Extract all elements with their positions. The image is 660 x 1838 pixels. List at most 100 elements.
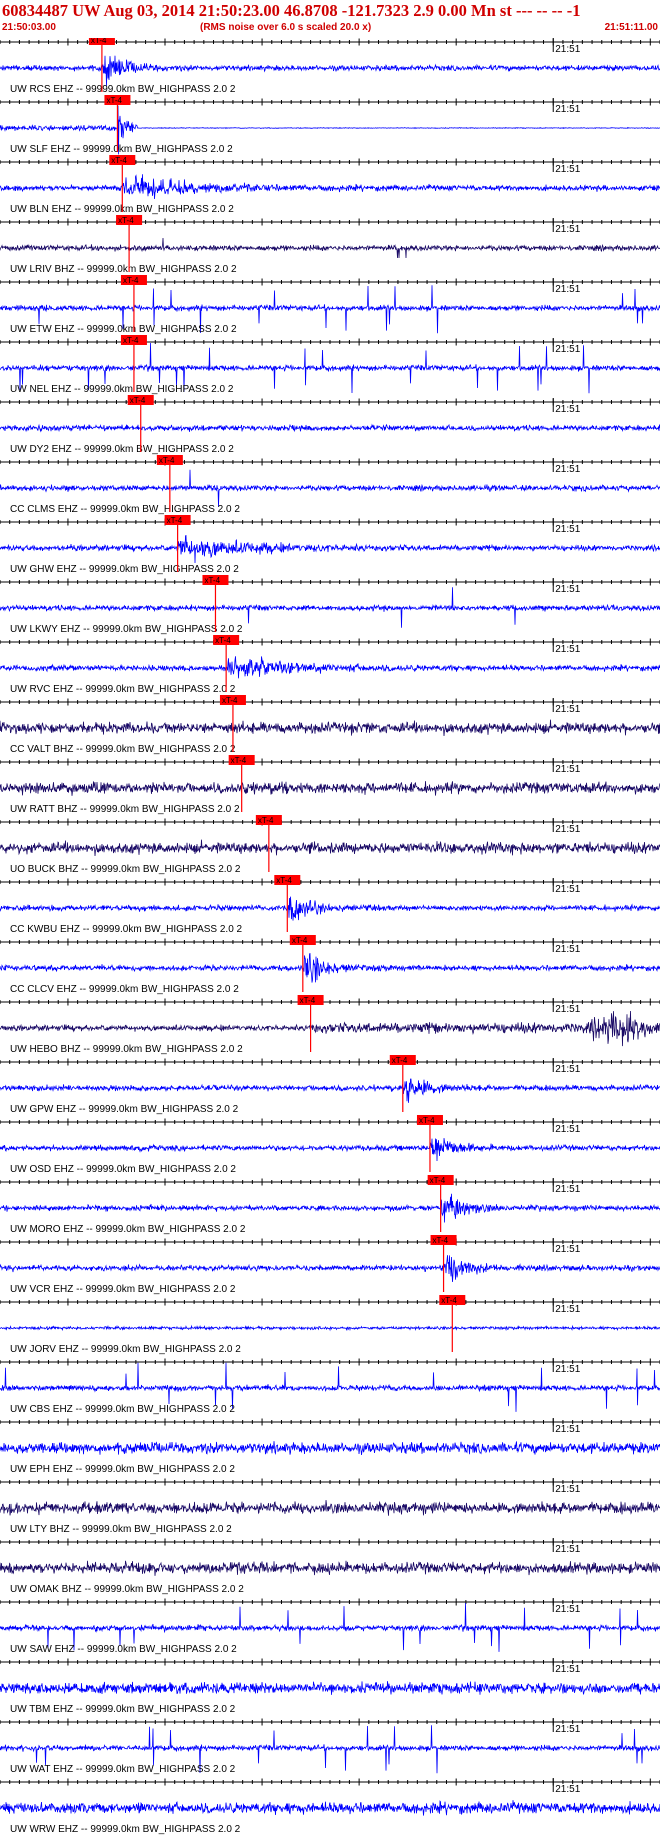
trace-row: 21:51 UW WAT EHZ -- 99999.0km BW_HIGHPASS… xyxy=(0,1718,660,1775)
station-label: UW OSD EHZ -- 99999.0km BW_HIGHPASS 2.0 … xyxy=(10,1164,236,1175)
station-label: UW HEBO BHZ -- 99999.0km BW_HIGHPASS 2.0… xyxy=(10,1044,243,1055)
plot-header: 60834487 UW Aug 03, 2014 21:50:23.00 46.… xyxy=(0,0,660,38)
trace-row: 21:51 UW GPW EHZ -- 99999.0km BW_HIGHPASS… xyxy=(0,1055,660,1115)
waveform-trace xyxy=(0,55,660,86)
pick-flag xyxy=(274,875,301,885)
pick-flag xyxy=(156,455,183,465)
station-label: UW RVC EHZ -- 99999.0km BW_HIGHPASS 2.0 … xyxy=(10,684,236,695)
trace-row: 21:51 UW JORV EHZ -- 99999.0km BW_HIGHPAS… xyxy=(0,1295,660,1355)
waveform-trace xyxy=(0,1138,660,1162)
pick-flag xyxy=(439,1295,466,1305)
pick-flag xyxy=(88,38,115,45)
trace-row: 21:51 UO BUCK BHZ -- 99999.0km BW_HIGHPAS… xyxy=(0,815,660,875)
waveform-trace xyxy=(0,839,660,857)
station-label: UW ETW EHZ -- 99999.0km BW_HIGHPASS 2.0 … xyxy=(10,324,237,335)
pick-label: xT-4 xyxy=(231,756,247,765)
pick-flag xyxy=(127,395,154,405)
station-label: UW SLF EHZ -- 99999.0km BW_HIGHPASS 2.0 … xyxy=(10,144,233,155)
pick-label: xT-4 xyxy=(215,636,231,645)
station-label: CC KWBU EHZ -- 99999.0km BW_HIGHPASS 2.0… xyxy=(10,924,243,935)
pick-label: xT-4 xyxy=(222,696,238,705)
minute-marker-label: 21:51 xyxy=(555,1064,580,1075)
station-label: CC CLMS EHZ -- 99999.0km BW_HIGHPASS 2.0… xyxy=(10,504,240,515)
station-label: UW MORO EHZ -- 99999.0km BW_HIGHPASS 2.0… xyxy=(10,1224,246,1235)
pick-flag xyxy=(120,275,147,285)
waveform-trace xyxy=(0,1725,660,1774)
pick-label: xT-4 xyxy=(91,38,107,45)
pick-label: xT-4 xyxy=(392,1056,408,1065)
trace-row: 21:51 UW WRW EHZ -- 99999.0km BW_HIGHPASS… xyxy=(0,1778,660,1835)
pick-label: xT-4 xyxy=(433,1236,449,1245)
minute-marker-label: 21:51 xyxy=(555,1184,580,1195)
pick-flag xyxy=(228,755,255,765)
waveform-trace xyxy=(0,1681,660,1695)
rms-note: (RMS noise over 6.0 s scaled 20.0 x) xyxy=(200,22,372,33)
trace-row: 21:51 UW ETW EHZ -- 99999.0km BW_HIGHPASS… xyxy=(0,275,660,335)
station-label: UW LKWY EHZ -- 99999.0km BW_HIGHPASS 2.0… xyxy=(10,624,243,635)
station-label: UW CBS EHZ -- 99999.0km BW_HIGHPASS 2.0 … xyxy=(10,1404,235,1415)
station-label: CC CLCV EHZ -- 99999.0km BW_HIGHPASS 2.0… xyxy=(10,984,239,995)
waveform-trace xyxy=(0,237,660,259)
trace-row: 21:51 UW LKWY EHZ -- 99999.0km BW_HIGHPAS… xyxy=(0,575,660,635)
pick-label: xT-4 xyxy=(258,816,274,825)
pick-label: xT-4 xyxy=(118,216,134,225)
station-label: CC VALT BHZ -- 99999.0km BW_HIGHPASS 2.0… xyxy=(10,744,236,755)
waveform-trace xyxy=(0,1560,660,1576)
start-time-label: 21:50:03.00 xyxy=(2,22,56,33)
pick-label: xT-4 xyxy=(167,516,183,525)
pick-flag xyxy=(109,155,136,165)
waveform-trace xyxy=(0,469,660,507)
trace-row: 21:51 UW MORO EHZ -- 99999.0km BW_HIGHPAS… xyxy=(0,1175,660,1235)
minute-marker-label: 21:51 xyxy=(555,944,580,955)
minute-marker-label: 21:51 xyxy=(555,524,580,535)
minute-marker-label: 21:51 xyxy=(555,584,580,595)
waveform-trace xyxy=(0,1500,660,1516)
pick-label: xT-4 xyxy=(276,876,292,885)
trace-row: 21:51 UW RVC EHZ -- 99999.0km BW_HIGHPASS… xyxy=(0,635,660,695)
pick-label: xT-4 xyxy=(123,276,139,285)
station-label: UW OMAK BHZ -- 99999.0km BW_HIGHPASS 2.0… xyxy=(10,1584,244,1595)
trace-row: 21:51 UW LRIV BHZ -- 99999.0km BW_HIGHPAS… xyxy=(0,215,660,275)
minute-marker-label: 21:51 xyxy=(555,284,580,295)
minute-marker-label: 21:51 xyxy=(555,704,580,715)
pick-flag xyxy=(104,95,131,105)
trace-row: 21:51 UW OSD EHZ -- 99999.0km BW_HIGHPASS… xyxy=(0,1115,660,1175)
minute-marker-label: 21:51 xyxy=(555,884,580,895)
pick-flag xyxy=(389,1055,416,1065)
waveform-trace xyxy=(0,1362,660,1412)
pick-label: xT-4 xyxy=(106,96,122,105)
station-label: UW VCR EHZ -- 99999.0km BW_HIGHPASS 2.0 … xyxy=(10,1284,236,1295)
minute-marker-label: 21:51 xyxy=(555,404,580,415)
trace-row: 21:51 UW OMAK BHZ -- 99999.0km BW_HIGHPAS… xyxy=(0,1538,660,1595)
pick-flag xyxy=(219,695,246,705)
pick-label: xT-4 xyxy=(159,456,175,465)
waveform-trace xyxy=(0,896,660,921)
station-label: UO BUCK BHZ -- 99999.0km BW_HIGHPASS 2.0… xyxy=(10,864,241,875)
pick-flag xyxy=(416,1115,443,1125)
pick-flag xyxy=(427,1175,454,1185)
waveform-trace xyxy=(0,781,660,796)
waveform-trace xyxy=(0,285,660,334)
event-title: 60834487 UW Aug 03, 2014 21:50:23.00 46.… xyxy=(2,1,581,20)
waveform-trace xyxy=(0,1324,660,1332)
station-label: UW NEL EHZ -- 99999.0km BW_HIGHPASS 2.0 … xyxy=(10,384,234,395)
pick-label: xT-4 xyxy=(111,156,127,165)
pick-label: xT-4 xyxy=(419,1116,435,1125)
waveform-trace xyxy=(0,105,660,155)
pick-flag xyxy=(116,215,143,225)
pick-flag xyxy=(255,815,282,825)
trace-row: 21:51 UW SAW EHZ -- 99999.0km BW_HIGHPASS… xyxy=(0,1598,660,1655)
station-label: UW GPW EHZ -- 99999.0km BW_HIGHPASS 2.0 … xyxy=(10,1104,239,1115)
waveform-trace xyxy=(0,1602,660,1652)
trace-row: 21:51 UW SLF EHZ -- 99999.0km BW_HIGHPASS… xyxy=(0,95,660,155)
waveform-trace xyxy=(0,1193,660,1223)
waveform-trace xyxy=(0,719,660,737)
pick-label: xT-4 xyxy=(130,396,146,405)
trace-row: 21:51 UW DY2 EHZ -- 99999.0km BW_HIGHPASS… xyxy=(0,395,660,455)
seismogram-plot: 21:51 UW RCS EHZ -- 99999.0km BW_HIGHPASS… xyxy=(0,38,660,1835)
waveform-trace xyxy=(0,342,660,394)
trace-row: 21:51 UW VCR EHZ -- 99999.0km BW_HIGHPASS… xyxy=(0,1235,660,1295)
pick-flag xyxy=(297,995,324,1005)
trace-row: 21:51 UW TBM EHZ -- 99999.0km BW_HIGHPASS… xyxy=(0,1658,660,1715)
